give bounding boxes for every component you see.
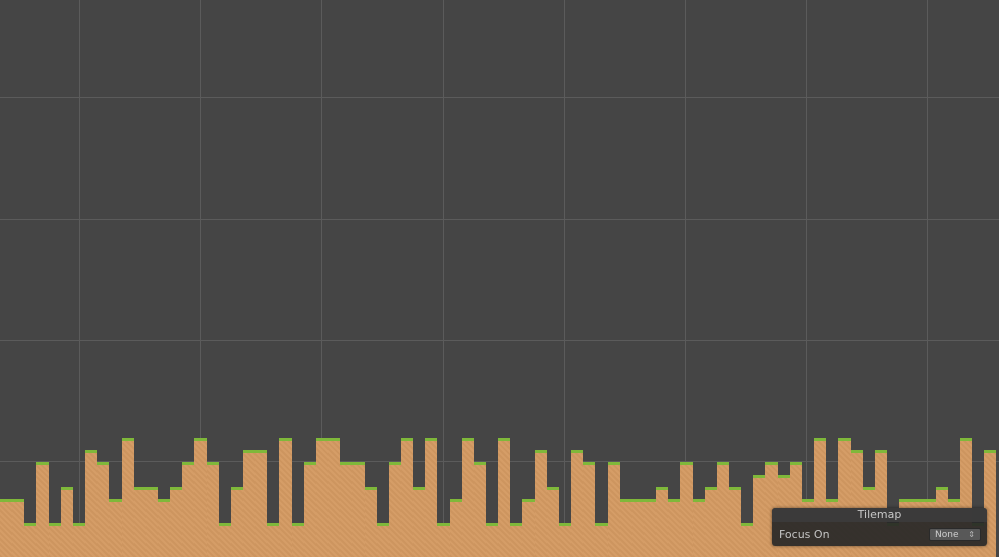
terrain-column bbox=[389, 462, 401, 557]
grid-line-vertical bbox=[564, 0, 565, 557]
terrain-column bbox=[243, 450, 255, 557]
terrain-column bbox=[279, 438, 292, 557]
terrain-column bbox=[36, 462, 49, 557]
focus-on-row: Focus On None ⇕ bbox=[779, 526, 981, 543]
grid-line-vertical bbox=[927, 0, 928, 557]
terrain-column bbox=[158, 499, 170, 557]
terrain-column bbox=[498, 438, 510, 557]
terrain-column bbox=[741, 523, 753, 557]
terrain-column bbox=[170, 487, 182, 557]
terrain-column bbox=[729, 487, 741, 557]
terrain-column bbox=[656, 487, 668, 557]
terrain-column bbox=[340, 462, 352, 557]
focus-on-value: None bbox=[935, 529, 959, 540]
terrain-column bbox=[24, 523, 36, 557]
terrain-column bbox=[717, 462, 729, 557]
terrain-column bbox=[486, 523, 498, 557]
terrain-column bbox=[425, 438, 437, 557]
grid-line-horizontal bbox=[0, 97, 999, 98]
terrain-column bbox=[109, 499, 122, 557]
terrain-column bbox=[292, 523, 304, 557]
terrain-column bbox=[97, 462, 109, 557]
terrain-column bbox=[510, 523, 522, 557]
terrain-column bbox=[352, 462, 365, 557]
terrain-column bbox=[668, 499, 680, 557]
grid-line-horizontal bbox=[0, 219, 999, 220]
terrain-column bbox=[146, 487, 158, 557]
terrain-column bbox=[231, 487, 243, 557]
terrain-column bbox=[595, 523, 608, 557]
terrain-column bbox=[450, 499, 462, 557]
terrain-column bbox=[85, 450, 97, 557]
terrain-column bbox=[753, 475, 765, 557]
terrain-column bbox=[0, 499, 12, 557]
terrain-column bbox=[365, 487, 377, 557]
tilemap-overlay-panel: Tilemap Focus On None ⇕ bbox=[772, 508, 987, 546]
terrain-column bbox=[122, 438, 134, 557]
terrain-column bbox=[522, 499, 535, 557]
terrain-column bbox=[401, 438, 413, 557]
terrain-column bbox=[608, 462, 620, 557]
terrain-column bbox=[49, 523, 61, 557]
terrain-column bbox=[304, 462, 316, 557]
terrain-column bbox=[693, 499, 705, 557]
terrain-column bbox=[61, 487, 73, 557]
grid-line-vertical bbox=[806, 0, 807, 557]
terrain-column bbox=[267, 523, 279, 557]
grid-line-vertical bbox=[79, 0, 80, 557]
terrain-column bbox=[316, 438, 328, 557]
terrain-column bbox=[12, 499, 24, 557]
terrain-column bbox=[680, 462, 693, 557]
terrain-column bbox=[328, 438, 340, 557]
terrain-column bbox=[535, 450, 547, 557]
terrain-column bbox=[984, 450, 996, 557]
terrain-column bbox=[583, 462, 595, 557]
terrain-column bbox=[462, 438, 474, 557]
grid-line-vertical bbox=[321, 0, 322, 557]
terrain-column bbox=[255, 450, 267, 557]
terrain-column bbox=[474, 462, 486, 557]
grid-line-vertical bbox=[443, 0, 444, 557]
terrain-column bbox=[437, 523, 450, 557]
terrain-column bbox=[644, 499, 656, 557]
terrain-column bbox=[194, 438, 207, 557]
terrain-column bbox=[705, 487, 717, 557]
terrain-column bbox=[134, 487, 146, 557]
terrain-column bbox=[182, 462, 194, 557]
terrain-column bbox=[377, 523, 389, 557]
terrain-column bbox=[559, 523, 571, 557]
grid-line-vertical bbox=[685, 0, 686, 557]
terrain-column bbox=[207, 462, 219, 557]
terrain-column bbox=[620, 499, 632, 557]
overlay-title: Tilemap bbox=[772, 508, 987, 522]
grid-line-vertical bbox=[200, 0, 201, 557]
focus-on-dropdown[interactable]: None ⇕ bbox=[929, 528, 981, 541]
terrain-column bbox=[413, 487, 425, 557]
grid-line-horizontal bbox=[0, 340, 999, 341]
terrain-column bbox=[632, 499, 644, 557]
terrain-column bbox=[219, 523, 231, 557]
focus-on-label: Focus On bbox=[779, 528, 830, 541]
terrain-column bbox=[547, 487, 559, 557]
terrain-column bbox=[571, 450, 583, 557]
updown-arrows-icon: ⇕ bbox=[968, 530, 975, 539]
terrain-column bbox=[73, 523, 85, 557]
